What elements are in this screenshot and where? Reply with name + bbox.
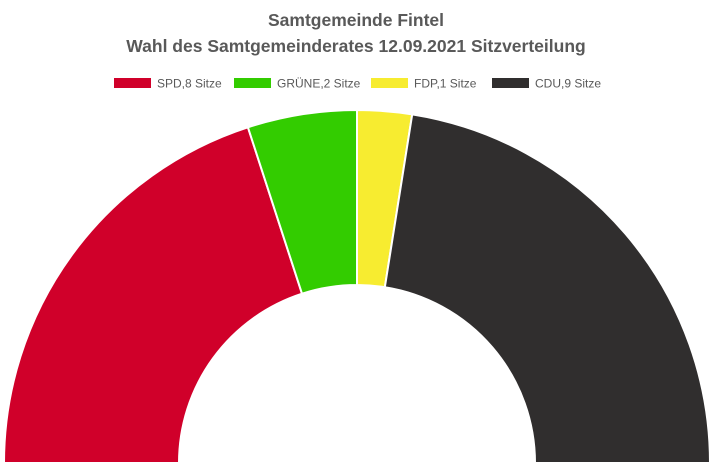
legend-swatch-cdu (492, 78, 529, 88)
slice-spd (2, 126, 304, 464)
legend-item-spd: SPD,8 Sitze (114, 77, 222, 91)
legend-label-spd: SPD,8 Sitze (157, 77, 222, 91)
legend: SPD,8 Sitze GRÜNE,2 Sitze FDP,1 Sitze CD… (114, 77, 601, 91)
legend-label-fdp: FDP,1 Sitze (414, 77, 477, 91)
legend-item-fdp: FDP,1 Sitze (371, 77, 477, 91)
slice-cdu (383, 113, 712, 464)
chart-title: Samtgemeinde Fintel (268, 10, 444, 30)
legend-swatch-fdp (371, 78, 408, 88)
legend-label-gruene: GRÜNE,2 Sitze (277, 77, 361, 91)
legend-swatch-spd (114, 78, 151, 88)
legend-item-gruene: GRÜNE,2 Sitze (234, 77, 361, 91)
half-donut (2, 108, 712, 464)
legend-swatch-gruene (234, 78, 271, 88)
chart-subtitle: Wahl des Samtgemeinderates 12.09.2021 Si… (126, 36, 585, 56)
legend-item-cdu: CDU,9 Sitze (492, 77, 601, 91)
legend-label-cdu: CDU,9 Sitze (535, 77, 601, 91)
